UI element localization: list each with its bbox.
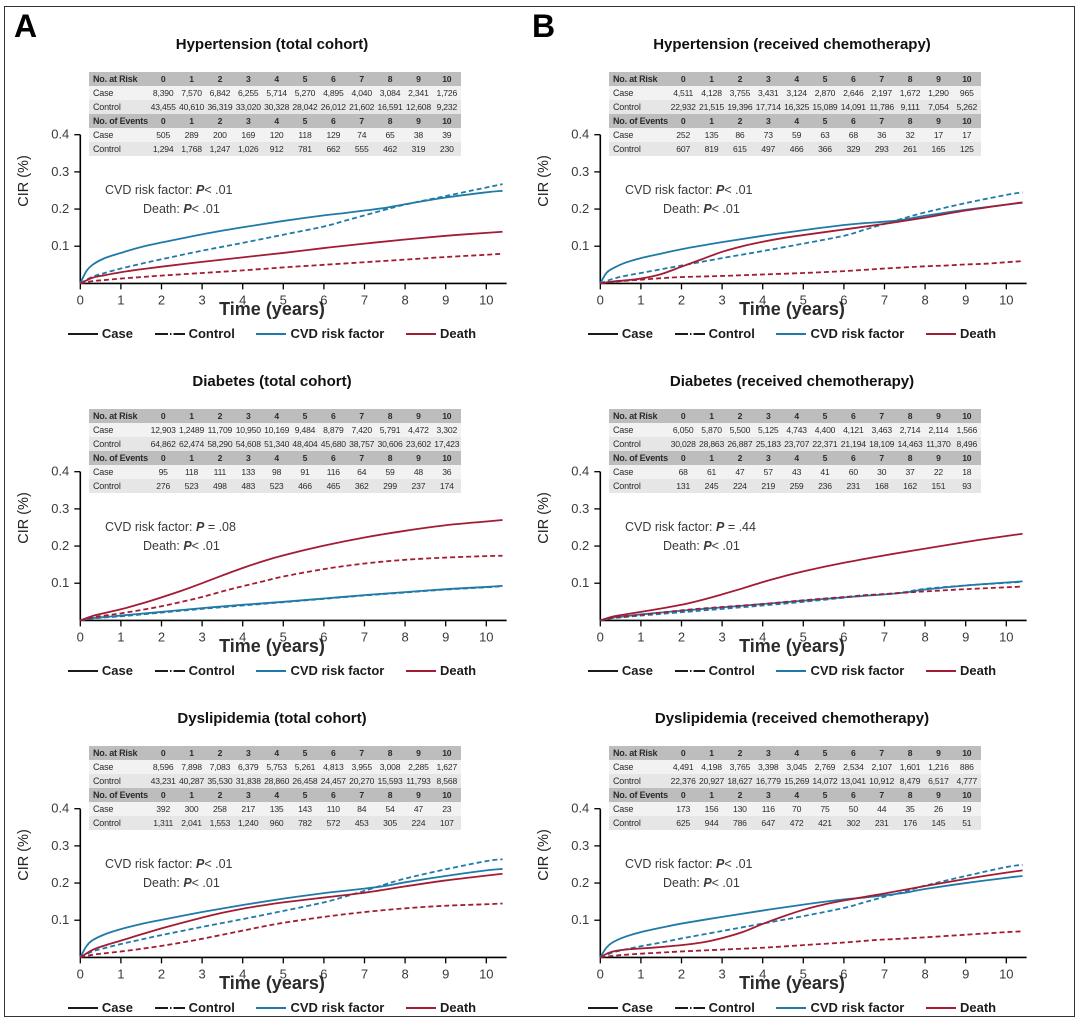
svg-text:0.3: 0.3 bbox=[571, 501, 589, 516]
svg-text:0.1: 0.1 bbox=[51, 912, 69, 927]
svg-text:0.2: 0.2 bbox=[571, 201, 589, 216]
svg-text:0.1: 0.1 bbox=[571, 238, 589, 253]
svg-text:0.1: 0.1 bbox=[571, 575, 589, 590]
svg-text:0.2: 0.2 bbox=[51, 538, 69, 553]
svg-text:0.2: 0.2 bbox=[51, 201, 69, 216]
svg-text:0.3: 0.3 bbox=[51, 501, 69, 516]
svg-text:0.3: 0.3 bbox=[51, 164, 69, 179]
svg-text:0.3: 0.3 bbox=[51, 838, 69, 853]
svg-text:0.4: 0.4 bbox=[571, 127, 589, 142]
svg-text:0.3: 0.3 bbox=[571, 838, 589, 853]
svg-text:0.4: 0.4 bbox=[571, 801, 589, 816]
svg-text:0.3: 0.3 bbox=[571, 164, 589, 179]
svg-text:0.4: 0.4 bbox=[51, 801, 69, 816]
svg-text:0.1: 0.1 bbox=[571, 912, 589, 927]
svg-text:0.4: 0.4 bbox=[51, 127, 69, 142]
svg-text:0.2: 0.2 bbox=[51, 875, 69, 890]
svg-text:0.4: 0.4 bbox=[571, 464, 589, 479]
svg-text:0.4: 0.4 bbox=[51, 464, 69, 479]
svg-text:0.2: 0.2 bbox=[571, 538, 589, 553]
svg-text:0.1: 0.1 bbox=[51, 575, 69, 590]
svg-text:0.2: 0.2 bbox=[571, 875, 589, 890]
svg-text:0.1: 0.1 bbox=[51, 238, 69, 253]
